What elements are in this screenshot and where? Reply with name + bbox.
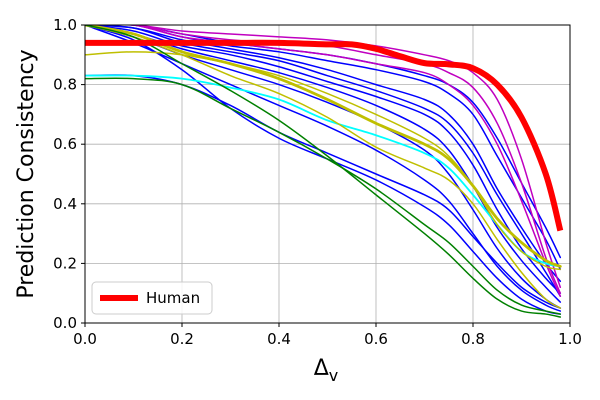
x-tick-label: 1.0 (558, 330, 582, 348)
series-line-model-blue-5 (85, 25, 562, 303)
x-axis-title-subscript: v (329, 366, 338, 385)
series-layer (85, 25, 564, 318)
series-line-human (85, 39, 564, 232)
y-tick-label: 0.2 (53, 254, 77, 272)
series-line-model-blue-4 (85, 25, 562, 294)
x-tick-label: 0.0 (73, 330, 97, 348)
series-line-model-olive-1 (85, 25, 562, 268)
x-axis-title-main: Δ (314, 356, 329, 381)
x-tick-label: 0.2 (170, 330, 194, 348)
series-line-model-magenta-1 (85, 25, 562, 288)
legend-label-human: Human (146, 289, 200, 307)
y-tick-label: 0.4 (53, 195, 77, 213)
series-line-model-green-2 (85, 25, 562, 318)
series-line-model-magenta-3 (85, 25, 562, 297)
y-tick-label: 0.0 (53, 314, 77, 332)
x-tick-label: 0.8 (461, 330, 485, 348)
y-tick-label: 0.8 (53, 76, 77, 94)
ticks-layer: 0.0 0.2 0.4 0.6 0.8 1.0 0.0 0.2 0.4 0.6 0.8 1.0 (53, 16, 582, 348)
axes-frame (84, 24, 571, 324)
legend-box (91, 281, 213, 315)
series-line-model-green-1 (85, 77, 562, 315)
y-tick-label: 0.6 (53, 135, 77, 153)
series-line-model-blue-9 (85, 25, 562, 315)
legend: Human (91, 281, 213, 315)
y-tick-label: 1.0 (53, 16, 77, 34)
y-axis-title: Prediction Consistency (14, 49, 39, 298)
x-tick-label: 0.4 (267, 330, 291, 348)
x-tick-label: 0.6 (364, 330, 388, 348)
x-axis-title: Δv (314, 356, 339, 385)
series-line-model-olive-2 (85, 51, 562, 271)
series-line-model-olive-3 (85, 25, 562, 309)
